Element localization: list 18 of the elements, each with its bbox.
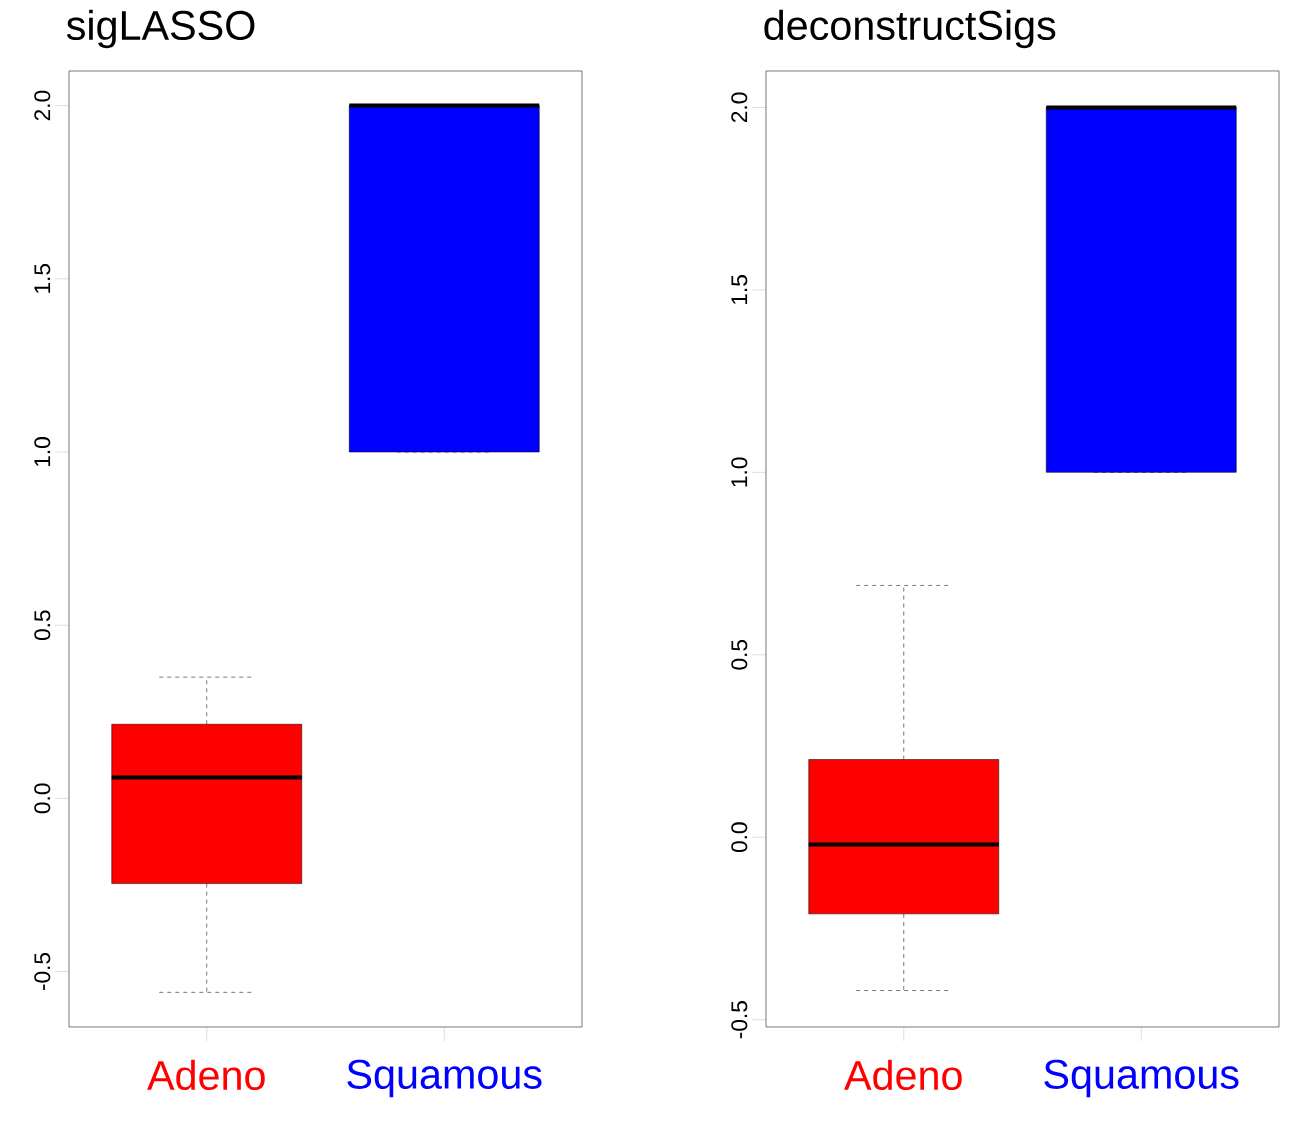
y-tick-label: 0.5 <box>34 610 51 641</box>
x-tick-label: Squamous <box>1044 1059 1239 1098</box>
y-tick-label: 2.0 <box>731 92 748 123</box>
y-tick-label: 0.0 <box>34 783 51 814</box>
x-tick-label: Adeno <box>844 1059 962 1091</box>
chart-title: deconstructSigs <box>764 9 1056 49</box>
y-tick-label: -0.5 <box>731 1001 748 1039</box>
chart-title: sigLASSO <box>66 9 255 49</box>
y-tick-label: -0.5 <box>34 952 51 991</box>
y-tick-label: 1.5 <box>34 264 51 293</box>
y-tick-label: 0.5 <box>731 640 748 670</box>
y-tick-label: 1.5 <box>731 275 748 304</box>
x-tick-label: Squamous <box>347 1059 542 1098</box>
y-tick-label: 1.0 <box>731 457 748 487</box>
x-tick-label: Adeno <box>147 1059 265 1091</box>
y-tick-label: 0.0 <box>731 822 748 853</box>
y-tick-label: 2.0 <box>34 90 51 121</box>
y-tick-label: 1.0 <box>34 437 51 467</box>
